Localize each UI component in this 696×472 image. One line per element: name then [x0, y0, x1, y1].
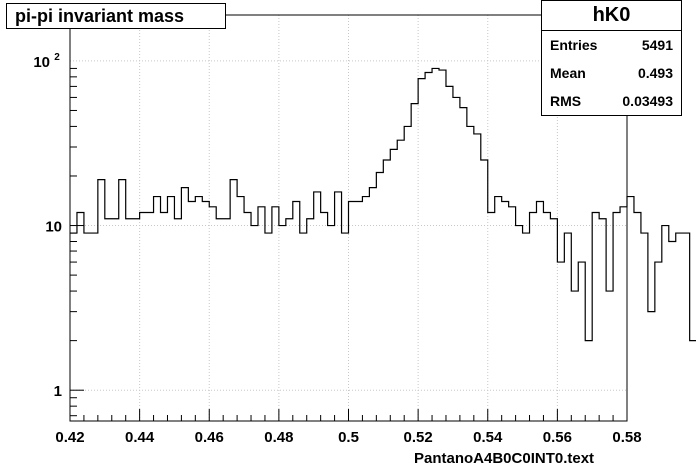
stats-entries-label: Entries [550, 37, 598, 53]
x-axis-label: PantanoA4B0C0INT0.text [414, 450, 595, 467]
x-tick-label: 0.58 [612, 429, 641, 446]
y-tick-label: 10 [33, 54, 50, 71]
x-tick-label: 0.52 [404, 429, 433, 446]
stats-row-rms: RMS 0.03493 [542, 87, 681, 115]
stats-rms-value: 0.03493 [622, 93, 673, 109]
stats-box: hK0 Entries 5491 Mean 0.493 RMS 0.03493 [541, 0, 682, 116]
y-tick-label: 10 [45, 219, 62, 236]
x-tick-label: 0.56 [543, 429, 572, 446]
y-tick-label: 1 [54, 383, 62, 400]
histogram-line [70, 67, 696, 342]
x-axis-ticks: 0.42 0.44 0.46 0.48 0.5 0.52 0.54 0.56 0.58 [55, 409, 642, 446]
x-tick-label: 0.5 [338, 429, 359, 446]
x-tick-label: 0.46 [195, 429, 224, 446]
x-tick-label: 0.44 [125, 429, 155, 446]
x-tick-label: 0.42 [55, 429, 84, 446]
stats-mean-label: Mean [550, 65, 586, 81]
stats-rms-label: RMS [550, 93, 582, 109]
chart-title: pi-pi invariant mass [15, 5, 185, 26]
stats-mean-value: 0.493 [637, 65, 673, 81]
stats-row-entries: Entries 5491 [542, 31, 681, 59]
x-tick-label: 0.54 [473, 429, 503, 446]
stats-row-mean: Mean 0.493 [542, 59, 681, 87]
y-tick-label-exponent: 2 [54, 52, 60, 63]
stats-histogram-name: hK0 [542, 1, 681, 31]
y-axis-ticks: 1 10 10 2 [33, 52, 84, 417]
x-tick-label: 0.48 [264, 429, 293, 446]
chart-title-box: pi-pi invariant mass [6, 3, 226, 29]
stats-entries-value: 5491 [641, 37, 673, 53]
